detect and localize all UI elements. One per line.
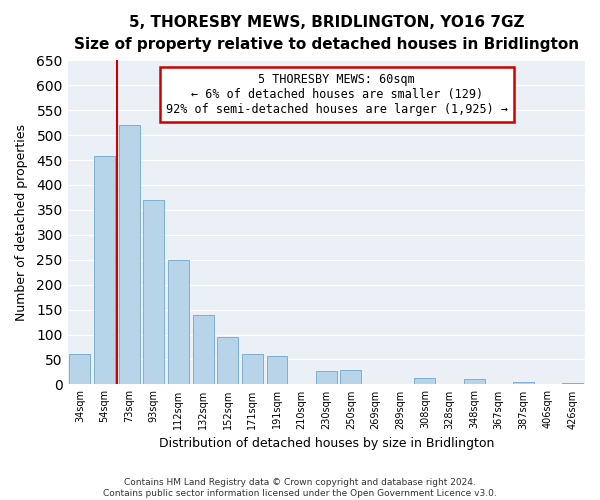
Bar bbox=[70, 354, 91, 384]
Bar bbox=[513, 382, 534, 384]
Text: Contains HM Land Registry data © Crown copyright and database right 2024.
Contai: Contains HM Land Registry data © Crown c… bbox=[103, 478, 497, 498]
Bar bbox=[415, 378, 436, 384]
Bar bbox=[143, 200, 164, 384]
Bar bbox=[119, 125, 140, 384]
Bar bbox=[464, 380, 485, 384]
X-axis label: Distribution of detached houses by size in Bridlington: Distribution of detached houses by size … bbox=[158, 437, 494, 450]
Y-axis label: Number of detached properties: Number of detached properties bbox=[15, 124, 28, 321]
Bar bbox=[242, 354, 263, 384]
Title: 5, THORESBY MEWS, BRIDLINGTON, YO16 7GZ
Size of property relative to detached ho: 5, THORESBY MEWS, BRIDLINGTON, YO16 7GZ … bbox=[74, 15, 579, 52]
Bar bbox=[316, 371, 337, 384]
Bar bbox=[94, 156, 115, 384]
Bar bbox=[266, 356, 287, 384]
Bar bbox=[217, 337, 238, 384]
Bar bbox=[193, 314, 214, 384]
Bar bbox=[168, 260, 189, 384]
Text: 5 THORESBY MEWS: 60sqm
← 6% of detached houses are smaller (129)
92% of semi-det: 5 THORESBY MEWS: 60sqm ← 6% of detached … bbox=[166, 74, 508, 116]
Bar bbox=[562, 383, 583, 384]
Bar bbox=[340, 370, 361, 384]
